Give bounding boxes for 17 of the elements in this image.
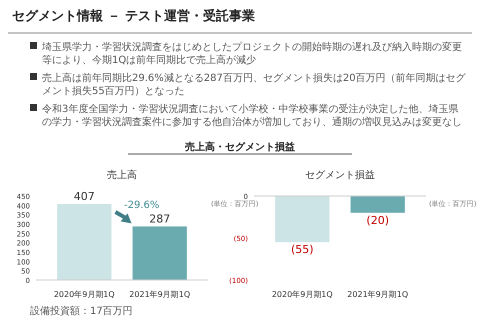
x-tick-label: 2021年9月期1Q — [347, 290, 408, 299]
x-tick-label: 2020年9月期1Q — [54, 290, 115, 299]
x-tick-label: 2020年9月期1Q — [272, 290, 333, 299]
text: 売上高・セグメント損益 — [185, 141, 295, 153]
text: 設備投資額：17百万円 — [30, 305, 133, 317]
annotation: -29.6% — [124, 200, 160, 212]
data-label: 407 — [74, 190, 95, 204]
text: 売上高は前年同期比29.6%減となる287百万円、セグメント損失は20百万円（前年同期はセグメント損失55百万円）となった — [42, 72, 467, 97]
data-label: (20) — [366, 214, 390, 227]
chart-title: セグメント損益 — [305, 169, 375, 181]
data-label: (55) — [290, 243, 314, 256]
text: 令和3年度全国学力・学習状況調査において小学校・中学校事業の受注が決定した他、埼玉県の学力・学習状況調査案件に参加する他自治体が増加しており、通期の増収見込みは変更なし — [42, 103, 462, 128]
data-label: 287 — [149, 212, 170, 226]
text: 埼玉県学力・学習状況調査をはじめとしたプロジェクトの開始時期の遅れ及び納入時期の変更等により、今期1Qは前年同期比で売上高が減少 — [41, 41, 462, 66]
x-tick-label: 2021年9月期1Q — [129, 290, 190, 299]
chart-title: 売上高 — [107, 169, 137, 181]
text: セグメント情報 － テスト運営・受託事業 — [12, 8, 256, 24]
